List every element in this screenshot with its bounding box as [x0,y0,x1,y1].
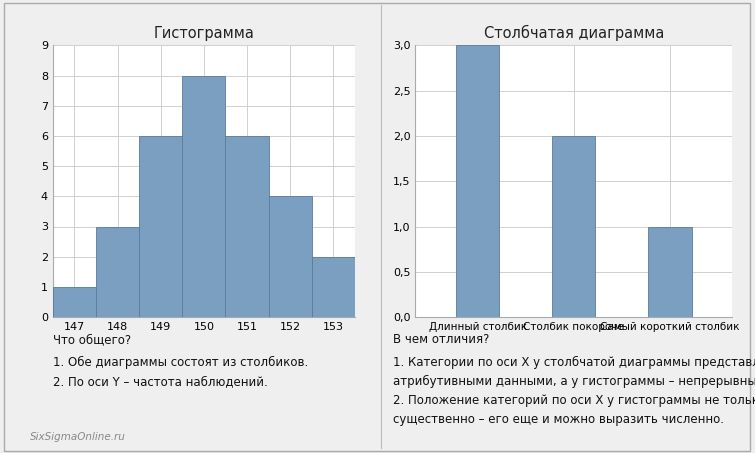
Title: Гистограмма: Гистограмма [153,26,254,41]
Bar [139,136,182,317]
Bar [552,136,596,317]
Bar [226,136,269,317]
Text: SixSigmaOnline.ru: SixSigmaOnline.ru [30,432,126,442]
Bar [96,226,139,317]
Title: Столбчатая диаграмма: Столбчатая диаграмма [484,25,664,41]
Bar [53,287,96,317]
Bar [269,196,312,317]
Text: Что общего?: Что общего? [53,333,131,346]
Text: В чем отличия?: В чем отличия? [393,333,489,346]
Bar [456,45,499,317]
Text: 1. Обе диаграммы состоят из столбиков.
2. По оси Y – частота наблюдений.: 1. Обе диаграммы состоят из столбиков. 2… [53,356,308,388]
Bar [312,257,355,317]
Bar [182,76,226,317]
Bar [649,226,692,317]
Text: 1. Категории по оси X у столбчатой диаграммы представлены
атрибутивными данными,: 1. Категории по оси X у столбчатой диагр… [393,356,755,426]
